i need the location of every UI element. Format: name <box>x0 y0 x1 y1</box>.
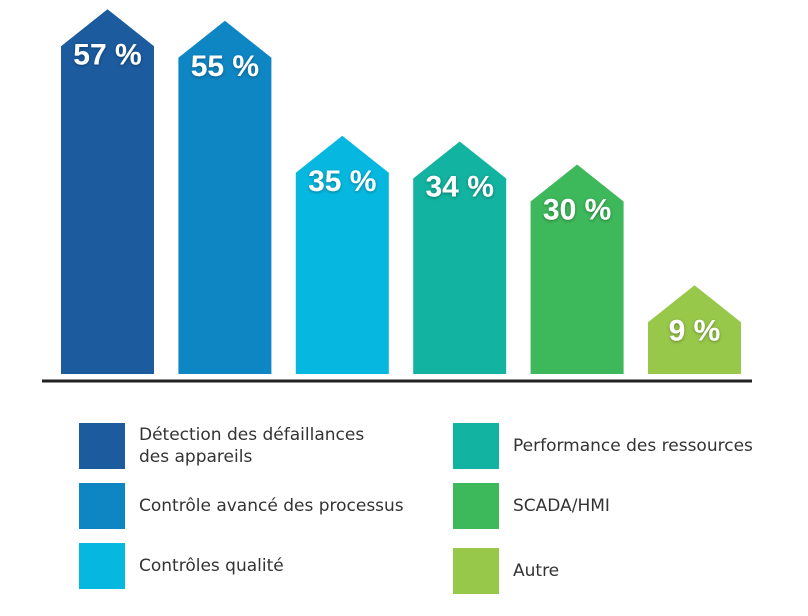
legend-label: Détection des défaillances des appareils <box>139 425 365 467</box>
legend-label: SCADA/HMI <box>513 496 610 516</box>
legend-item-device-fault-detection: Détection des défaillances des appareils <box>79 423 364 469</box>
legend-label: Contrôles qualité <box>139 556 284 576</box>
legend-item-scada-hmi: SCADA/HMI <box>453 483 610 529</box>
bar-value-label: 9 % <box>669 314 721 347</box>
legend-item-other: Autre <box>453 548 559 594</box>
bar-2 <box>178 20 272 374</box>
legend-swatch <box>453 548 499 594</box>
legend-label: Autre <box>513 561 560 581</box>
legend-item-advanced-process-control: Contrôle avancé des processus <box>79 483 404 529</box>
bar-3 <box>295 135 389 374</box>
legend-label: Contrôle avancé des processus <box>139 496 404 516</box>
bar-chart: 57 % 55 % 35 % 34 % 30 % 9 % <box>42 9 752 383</box>
bar-1 <box>61 9 154 374</box>
legend-item-quality-controls: Contrôles qualité <box>79 543 284 589</box>
bar-5 <box>530 164 624 374</box>
legend-swatch <box>79 543 125 589</box>
bar-value-label: 34 % <box>426 171 494 204</box>
bar-value-label: 57 % <box>73 38 141 71</box>
legend-swatch <box>453 423 499 469</box>
legend-swatch <box>79 423 125 469</box>
legend-swatch <box>79 483 125 529</box>
bar-value-label: 30 % <box>543 194 611 227</box>
legend-label: Performance des ressources <box>513 436 753 456</box>
legend-swatch <box>453 483 499 529</box>
legend-item-resource-performance: Performance des ressources <box>453 423 753 469</box>
bar-value-label: 35 % <box>308 165 376 198</box>
bar-4 <box>413 141 507 374</box>
bar-6 <box>648 285 741 374</box>
bar-value-label: 55 % <box>191 50 259 83</box>
